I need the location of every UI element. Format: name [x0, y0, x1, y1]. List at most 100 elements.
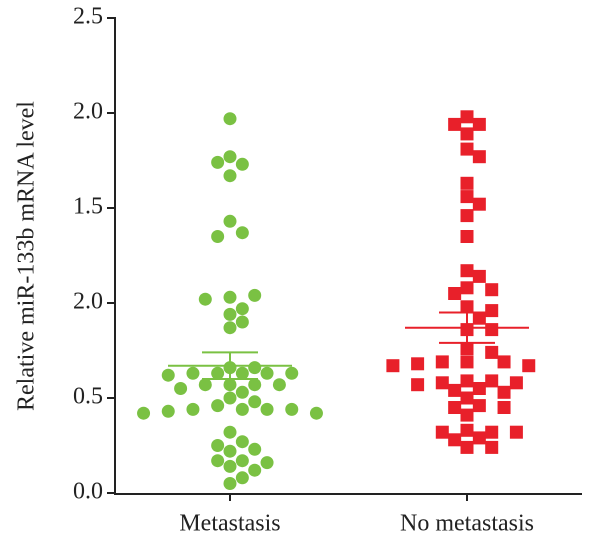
data-point [223, 444, 237, 458]
data-point [174, 382, 188, 395]
data-point [211, 155, 225, 169]
data-point [186, 366, 200, 380]
data-point [497, 385, 511, 399]
data-point [235, 302, 249, 316]
data-point [211, 399, 225, 413]
data-point [485, 283, 499, 297]
y-tick-label: 2.5 [73, 4, 103, 30]
data-point [485, 345, 499, 359]
data-point [248, 361, 262, 375]
data-point [235, 435, 249, 449]
data-point [472, 431, 486, 445]
data-point [485, 374, 499, 388]
data-point [460, 127, 474, 141]
data-point [386, 359, 400, 373]
data-point [472, 399, 486, 413]
data-point [260, 366, 274, 380]
data-point [161, 368, 175, 382]
data-point [411, 378, 425, 392]
data-point [211, 439, 225, 452]
data-point [411, 357, 425, 371]
data-point [211, 366, 225, 380]
data-point [223, 477, 237, 490]
data-point [223, 214, 237, 228]
data-point [460, 190, 474, 204]
data-point [272, 378, 286, 392]
data-point [161, 404, 175, 418]
data-point [235, 385, 249, 399]
y-tick-label: 2.0 [73, 99, 103, 125]
data-point [497, 355, 511, 369]
y-tick-label: 2.0 [73, 289, 103, 315]
data-point [485, 425, 499, 439]
data-point [235, 402, 249, 416]
data-point [198, 378, 212, 392]
data-point [472, 382, 486, 395]
data-point [223, 290, 237, 304]
data-point [435, 425, 449, 439]
data-point [448, 433, 462, 447]
data-point [460, 176, 474, 190]
data-point [186, 402, 200, 416]
data-point [223, 459, 237, 473]
data-point [460, 281, 474, 295]
data-point [460, 209, 474, 223]
data-point [248, 395, 262, 409]
data-point [223, 307, 237, 321]
data-point [223, 112, 237, 126]
data-point [248, 288, 262, 302]
data-point [485, 440, 499, 454]
data-point [248, 442, 262, 456]
data-point [460, 374, 474, 388]
data-point [522, 359, 536, 373]
sem-bar [439, 311, 495, 344]
data-point [460, 264, 474, 278]
data-point [235, 157, 249, 171]
data-point [472, 117, 486, 131]
data-point [260, 402, 274, 416]
data-point [248, 378, 262, 392]
data-point [235, 366, 249, 380]
data-point [223, 169, 237, 183]
data-point [460, 110, 474, 124]
data-point [223, 391, 237, 405]
data-point [460, 391, 474, 405]
data-point [235, 315, 249, 329]
data-point [285, 402, 299, 416]
data-point [460, 300, 474, 314]
y-tick-label: 0.5 [73, 384, 103, 410]
data-point [509, 425, 523, 439]
data-point [235, 471, 249, 485]
data-point [509, 376, 523, 390]
data-point [223, 425, 237, 439]
data-point [223, 150, 237, 164]
data-point [309, 406, 323, 420]
x-tick-label: No metastasis [400, 511, 534, 537]
data-point [223, 378, 237, 392]
data-point [260, 456, 274, 470]
data-point [448, 401, 462, 414]
data-point [460, 440, 474, 454]
data-point [460, 423, 474, 437]
data-point [198, 292, 212, 306]
sem-bar [202, 351, 258, 380]
data-point [460, 355, 474, 369]
data-point [448, 287, 462, 300]
x-tick-label: Metastasis [179, 511, 280, 537]
data-point [460, 408, 474, 422]
data-point [472, 311, 486, 325]
data-point [448, 117, 462, 131]
data-point [223, 321, 237, 335]
data-point [448, 383, 462, 397]
data-point [485, 323, 499, 337]
data-point [460, 342, 474, 356]
data-point [497, 401, 511, 414]
y-tick-label: 1.5 [73, 194, 103, 220]
data-point [211, 230, 225, 243]
data-point [285, 366, 299, 380]
y-tick-label: 0.0 [73, 479, 103, 505]
data-point [235, 226, 249, 240]
data-point [472, 197, 486, 211]
data-point [211, 454, 225, 468]
